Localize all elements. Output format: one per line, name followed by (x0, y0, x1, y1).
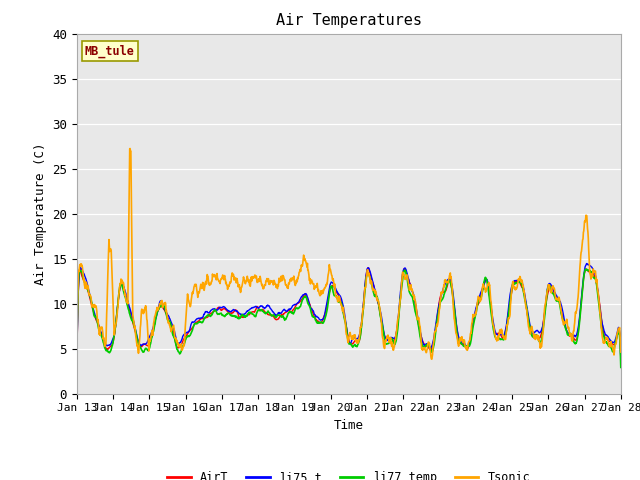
Tsonic (505, 316, 513, 322)
li75_t (552, 292, 560, 298)
Tsonic (428, 356, 436, 362)
Line: li77_temp: li77_temp (77, 269, 621, 367)
Tsonic (434, 320, 442, 326)
AirT (73, 352, 81, 358)
li77_temp (194, 320, 202, 326)
Tsonic (553, 295, 561, 301)
AirT (553, 294, 561, 300)
li75_t (73, 352, 81, 358)
li77_temp (433, 319, 441, 324)
li75_t (433, 313, 441, 319)
Tsonic (73, 334, 81, 339)
li77_temp (582, 266, 589, 272)
Tsonic (195, 292, 202, 298)
li77_temp (617, 364, 625, 370)
li77_temp (504, 315, 512, 321)
li75_t (255, 305, 262, 311)
Tsonic (126, 145, 134, 151)
Tsonic (617, 349, 625, 355)
li77_temp (180, 340, 188, 346)
Legend: AirT, li75_t, li77_temp, Tsonic: AirT, li75_t, li77_temp, Tsonic (163, 466, 535, 480)
AirT (364, 265, 372, 271)
Tsonic (181, 330, 189, 336)
AirT (194, 319, 202, 325)
AirT (617, 356, 625, 362)
AirT (180, 335, 188, 341)
li75_t (180, 331, 188, 337)
li77_temp (73, 345, 81, 350)
AirT (255, 305, 262, 311)
li75_t (194, 316, 202, 322)
Line: li75_t: li75_t (77, 264, 621, 359)
X-axis label: Time: Time (334, 419, 364, 432)
AirT (434, 312, 442, 318)
Line: AirT: AirT (77, 268, 621, 359)
Y-axis label: Air Temperature (C): Air Temperature (C) (33, 143, 47, 285)
Title: Air Temperatures: Air Temperatures (276, 13, 422, 28)
li77_temp (255, 307, 262, 313)
li75_t (617, 356, 625, 362)
Tsonic (255, 278, 263, 284)
Line: Tsonic: Tsonic (77, 148, 621, 359)
li75_t (504, 308, 512, 314)
li75_t (583, 261, 591, 266)
Text: MB_tule: MB_tule (85, 44, 135, 58)
AirT (505, 310, 513, 315)
li77_temp (552, 298, 560, 304)
